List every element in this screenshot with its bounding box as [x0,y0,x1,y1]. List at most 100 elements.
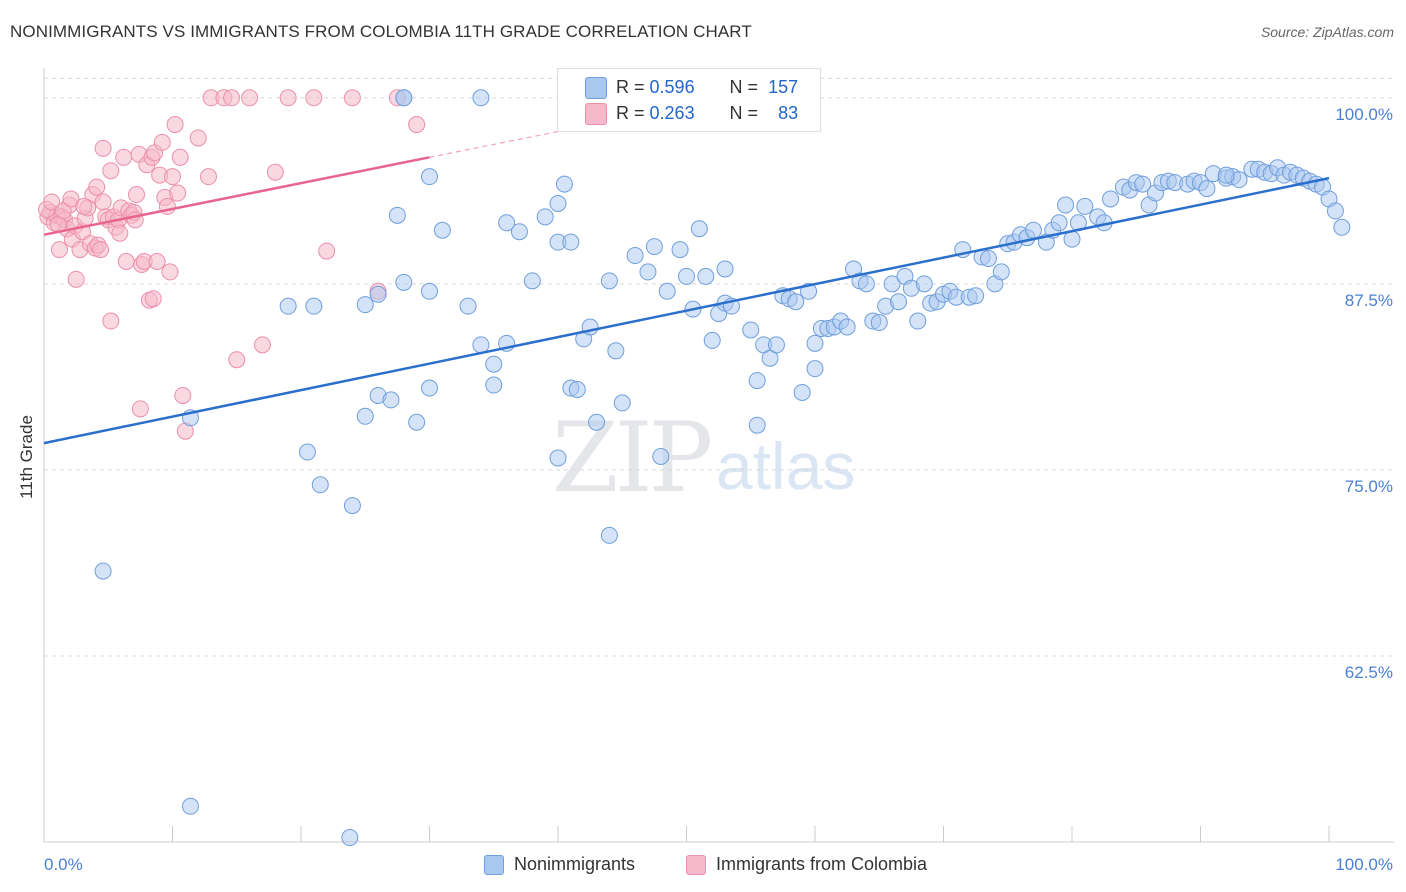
nonimmigrants-point [1057,196,1075,214]
immigrants-point [305,89,323,107]
stats-row-blue: R = 0.596 N = 157 [616,74,798,100]
nonimmigrants-point [279,297,297,315]
nonimmigrants-point [433,221,451,239]
nonimmigrants-point [356,296,374,314]
stats-pink-n-value: 83 [778,102,799,123]
nonimmigrants-point [562,233,580,251]
y-tick-label: 100.0% [1335,105,1393,124]
nonimmigrants-point [697,267,715,285]
nonimmigrants-point [485,355,503,373]
nonimmigrants-point [909,312,927,330]
immigrants-point [115,148,133,166]
nonimmigrants-point [395,89,413,107]
immigrants-point [102,162,120,180]
nonimmigrants-point [658,282,676,300]
nonimmigrants-point [498,214,516,232]
immigrants-point [111,224,129,242]
chart-title: NONIMMIGRANTS VS IMMIGRANTS FROM COLOMBI… [10,22,752,41]
nonimmigrants-point [838,318,856,336]
legend-swatch-immigrants [686,854,706,875]
nonimmigrants-point [1326,202,1344,220]
series-immigrants-points [38,89,426,440]
immigrants-point [88,178,106,196]
nonimmigrants-point [870,314,888,332]
immigrants-point [92,241,110,259]
nonimmigrants-point [626,247,644,265]
nonimmigrants-point [549,449,567,467]
nonimmigrants-point [1134,175,1152,193]
stats-pink-r-label: R = [616,102,645,123]
nonimmigrants-point [857,275,875,293]
nonimmigrants-point [967,287,985,305]
immigrants-point [253,336,271,354]
nonimmigrants-point [793,383,811,401]
nonimmigrants-point [343,497,361,515]
nonimmigrants-point [459,297,477,315]
nonimmigrants-point [421,282,438,300]
nonimmigrants-point [690,220,708,238]
watermark-atlas: atlas [716,429,856,503]
immigrants-point [164,168,181,186]
x-axis-tick-labels: 0.0% 100.0% [44,855,1393,874]
immigrants-point [102,312,120,330]
nonimmigrants-point [369,285,387,303]
nonimmigrants-point [1217,166,1235,184]
nonimmigrants-point [298,443,316,461]
nonimmigrants-point [600,526,618,544]
nonimmigrants-point [568,381,586,399]
nonimmigrants-point [890,293,908,311]
immigrants-point [166,116,184,134]
nonimmigrants-point [588,413,606,431]
stats-row-pink: R = 0.263 N = 83 [616,100,798,126]
stats-blue-swatch [585,77,607,99]
axes [43,68,1394,843]
nonimmigrants-point [787,293,805,311]
immigrants-point [223,89,241,107]
immigrants-point [62,190,80,208]
nonimmigrants-point [1333,218,1351,236]
series-nonimmigrants-points [94,89,1351,847]
nonimmigrants-point [748,372,766,390]
x-tick-label-start: 0.0% [44,855,83,874]
nonimmigrants-point [716,260,734,278]
immigrants-point [131,400,149,418]
legend-label-nonimmigrants: Nonimmigrants [514,854,636,874]
y-tick-label: 87.5% [1345,291,1393,310]
nonimmigrants-point [806,334,824,352]
immigrants-point [174,386,192,404]
legend-label-immigrants: Immigrants from Colombia [716,854,928,874]
immigrants-point [343,89,361,107]
nonimmigrants-point [806,360,824,378]
x-axis-ticks [43,826,1330,842]
legend-item-nonimmigrants[interactable]: Nonimmigrants [484,854,635,875]
chart-source[interactable]: Source: ZipAtlas.com [1260,24,1394,40]
stats-pink-swatch [585,103,607,125]
nonimmigrants-point [311,476,329,494]
legend-item-immigrants[interactable]: Immigrants from Colombia [686,854,927,875]
nonimmigrants-point [421,168,438,186]
nonimmigrants-point [421,379,438,397]
nonimmigrants-point [549,194,567,212]
immigrants-point [161,263,179,281]
immigrants-point [43,193,61,211]
chart-legend: Nonimmigrants Immigrants from Colombia [0,850,1406,880]
nonimmigrants-point [671,241,689,259]
immigrants-point [408,116,426,134]
stats-blue-r-label: R = [616,76,645,97]
nonimmigrants-point [645,238,663,256]
immigrants-point [67,270,85,288]
nonimmigrants-point [510,223,528,241]
nonimmigrants-point [1102,190,1120,208]
nonimmigrants-point [94,562,112,580]
nonimmigrants-point [742,321,760,339]
stats-blue-n-value: 157 [768,76,799,97]
immigrants-point [54,202,72,220]
gridlines [44,77,1394,657]
nonimmigrants-point [639,263,657,281]
immigrants-point [94,193,112,211]
nonimmigrants-point [1063,230,1081,248]
nonimmigrants-point [1050,214,1068,232]
nonimmigrants-point [356,407,374,425]
stats-blue-n-label: N = [729,76,759,97]
